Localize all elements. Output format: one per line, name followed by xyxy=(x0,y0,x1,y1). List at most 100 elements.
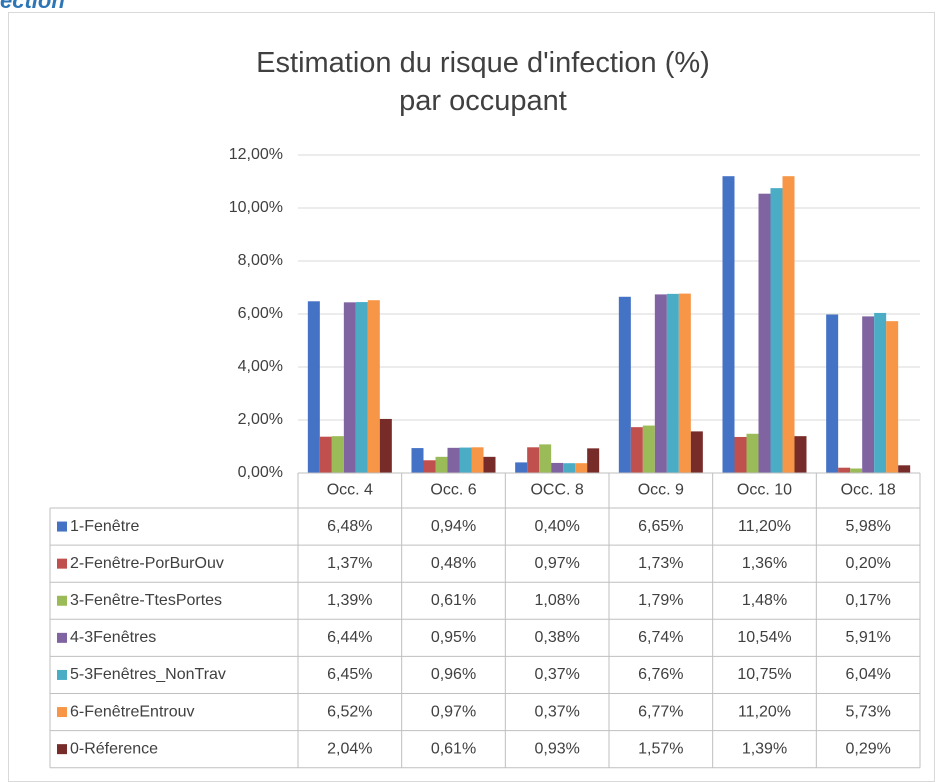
table-cell: 6,48% xyxy=(327,518,372,535)
bar xyxy=(826,314,839,473)
bar xyxy=(874,312,887,473)
x-tick-label: Occ. 10 xyxy=(737,482,792,499)
table-cell: 5,98% xyxy=(845,518,890,535)
table-cell: 0,29% xyxy=(845,740,890,757)
bar xyxy=(654,294,667,473)
legend-label: 6-FenêtreEntrouv xyxy=(70,703,195,720)
bar xyxy=(850,468,863,473)
legend-swatch xyxy=(57,632,67,643)
table-cell: 0,93% xyxy=(534,740,579,757)
table-cell: 0,17% xyxy=(845,592,890,609)
table-cell: 0,95% xyxy=(431,629,476,646)
bar xyxy=(770,188,783,473)
table-cell: 6,52% xyxy=(327,703,372,720)
bar xyxy=(367,300,380,473)
bar xyxy=(551,462,564,473)
bar xyxy=(782,176,795,473)
bar xyxy=(898,465,911,473)
bar xyxy=(838,467,851,473)
table-cell: 5,91% xyxy=(845,629,890,646)
table-cell: 6,45% xyxy=(327,666,372,683)
table-cell: 6,76% xyxy=(638,666,683,683)
bar xyxy=(886,321,899,473)
legend-swatch xyxy=(57,521,67,532)
bar xyxy=(355,302,368,473)
chart-title: Estimation du risque d'infection (%) par… xyxy=(256,47,710,117)
legend-swatch xyxy=(57,707,67,718)
bar xyxy=(331,436,344,473)
table-cell: 1,39% xyxy=(742,740,787,757)
table-cell: 0,40% xyxy=(534,518,579,535)
legend-swatch xyxy=(57,558,67,569)
table-cell: 0,48% xyxy=(431,555,476,572)
table-cell: 5,73% xyxy=(845,703,890,720)
bar xyxy=(587,448,600,473)
bar xyxy=(319,436,332,473)
legend-label: 2-Fenêtre-PorBurOuv xyxy=(70,555,224,572)
table-cell: 0,97% xyxy=(534,555,579,572)
y-tick-label: 10,00% xyxy=(229,199,283,216)
bar xyxy=(690,431,703,473)
bar xyxy=(423,460,436,473)
bar xyxy=(471,447,484,473)
x-tick-label: Occ. 6 xyxy=(430,482,476,499)
legend-label: 1-Fenêtre xyxy=(70,518,139,535)
table-cell: 0,37% xyxy=(534,703,579,720)
table-cell: 0,97% xyxy=(431,703,476,720)
bar xyxy=(734,436,747,473)
table-cell: 1,37% xyxy=(327,555,372,572)
table-cell: 0,96% xyxy=(431,666,476,683)
bar xyxy=(722,176,735,473)
table-cell: 2,04% xyxy=(327,740,372,757)
y-tick-label: 12,00% xyxy=(229,146,283,163)
table-cell: 10,54% xyxy=(737,629,791,646)
y-tick-label: 8,00% xyxy=(238,252,283,269)
bar xyxy=(758,193,771,473)
y-tick-label: 2,00% xyxy=(238,411,283,428)
page-heading: ection xyxy=(0,0,65,13)
legend-label: 3-Fenêtre-TtesPortes xyxy=(70,592,222,609)
bar xyxy=(527,447,540,473)
table-cell: 0,61% xyxy=(431,740,476,757)
bar xyxy=(515,462,528,473)
bar xyxy=(642,425,655,473)
table-cell: 6,44% xyxy=(327,629,372,646)
table-cell: 6,77% xyxy=(638,703,683,720)
legend-swatch xyxy=(57,744,67,755)
bar xyxy=(447,447,460,473)
bar xyxy=(563,463,576,473)
bar xyxy=(862,316,875,473)
bar xyxy=(343,302,356,473)
table-cell: 6,65% xyxy=(638,518,683,535)
bar xyxy=(379,418,392,473)
bar xyxy=(307,301,320,473)
table-cell: 6,74% xyxy=(638,629,683,646)
bar xyxy=(618,296,631,473)
table-cell: 1,36% xyxy=(742,555,787,572)
table-cell: 0,37% xyxy=(534,666,579,683)
x-tick-label: Occ. 18 xyxy=(841,482,896,499)
x-tick-label: Occ. 9 xyxy=(638,482,684,499)
table-cell: 0,38% xyxy=(534,629,579,646)
y-tick-label: 0,00% xyxy=(238,464,283,481)
legend-swatch xyxy=(57,595,67,606)
bar xyxy=(630,427,643,473)
bar xyxy=(794,436,807,473)
legend-label: 0-Réference xyxy=(70,740,158,757)
bar xyxy=(411,448,424,473)
y-tick-label: 6,00% xyxy=(238,305,283,322)
bar xyxy=(666,293,679,473)
table-cell: 6,04% xyxy=(845,666,890,683)
table-cell: 0,94% xyxy=(431,518,476,535)
table-cell: 11,20% xyxy=(738,703,791,720)
table-cell: 1,39% xyxy=(327,592,372,609)
table-cell: 1,73% xyxy=(638,555,683,572)
table-cell: 10,75% xyxy=(737,666,791,683)
table-cell: 0,20% xyxy=(845,555,890,572)
y-tick-label: 4,00% xyxy=(238,358,283,375)
table-cell: 0,61% xyxy=(431,592,476,609)
bar xyxy=(746,433,759,473)
x-tick-label: OCC. 8 xyxy=(530,482,583,499)
